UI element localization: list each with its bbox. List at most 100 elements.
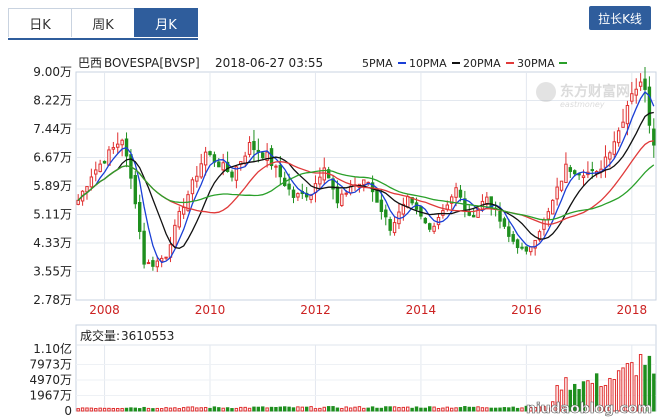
candle <box>423 217 428 225</box>
volume-bar <box>454 407 458 412</box>
candle <box>555 177 559 206</box>
volume-bar <box>304 406 309 412</box>
candle-body <box>225 161 230 172</box>
candle <box>432 222 436 234</box>
volume-bar <box>287 406 291 412</box>
volume-bar <box>577 389 581 412</box>
footer-watermark: niudaoblog.com <box>526 401 652 417</box>
candle <box>208 150 212 157</box>
candle <box>261 151 265 161</box>
volume-bar <box>471 406 476 412</box>
candle-body <box>581 175 586 179</box>
x-tick-label: 2014 <box>406 303 437 317</box>
volume-bar <box>463 406 467 412</box>
candle <box>515 238 520 254</box>
volume-bar <box>362 407 366 412</box>
volume-bar <box>594 373 599 412</box>
candle <box>133 170 138 209</box>
candle-body <box>133 175 138 205</box>
candle-body <box>252 141 256 151</box>
candle <box>256 138 261 163</box>
candle-body <box>265 151 269 161</box>
volume-bar <box>515 407 520 412</box>
volume-bar <box>616 370 621 412</box>
candle-body <box>362 179 366 186</box>
volume-bar <box>133 407 138 412</box>
volume-bar <box>397 407 401 412</box>
y-tick-label: 4.33万 <box>33 236 72 250</box>
candle-body <box>401 203 406 215</box>
header-market: 巴西 <box>78 56 102 70</box>
volume-bar <box>164 407 168 412</box>
volume-colon: : <box>116 329 120 343</box>
candle <box>239 161 243 171</box>
tab-daily-k[interactable]: 日K <box>8 8 72 37</box>
volume-bar <box>225 407 230 412</box>
volume-bar <box>318 407 322 412</box>
candle <box>313 175 318 203</box>
candle-body <box>138 202 142 232</box>
tab-monthly-k[interactable]: 月K <box>134 8 198 37</box>
candle <box>291 186 296 204</box>
candle-body <box>344 192 348 195</box>
candle-body <box>151 260 155 267</box>
header-symbol: BOVESPA[BVSP] <box>104 56 200 70</box>
volume-bar <box>309 406 313 412</box>
candle-body <box>230 171 234 178</box>
tab-weekly-k[interactable]: 周K <box>71 8 135 37</box>
volume-bar <box>555 385 559 412</box>
candle-body <box>388 219 392 231</box>
candle-body <box>630 93 634 102</box>
candle-body <box>89 176 94 188</box>
candle-body <box>335 186 340 204</box>
volume-bar <box>625 363 630 412</box>
candle <box>111 141 116 154</box>
candle-body <box>76 199 80 205</box>
y-tick-label: 9.00万 <box>33 65 72 79</box>
volume-chart-frame <box>75 324 657 412</box>
volume-bar <box>243 406 247 412</box>
candle-body <box>85 186 89 193</box>
candle <box>599 160 603 179</box>
candle-body <box>375 188 379 203</box>
candle-body <box>573 170 577 175</box>
candle <box>502 216 507 229</box>
candle-body <box>428 223 432 230</box>
volume-bar <box>449 407 454 412</box>
volume-bar <box>375 407 379 412</box>
y-tick-label: 8.22万 <box>33 94 72 108</box>
volume-label: 成交量 <box>80 328 116 343</box>
volume-bar <box>423 407 428 412</box>
candle-body <box>621 121 625 128</box>
volume-bar <box>247 407 252 412</box>
candle <box>520 242 524 251</box>
volume-bar <box>217 407 221 412</box>
candle <box>89 168 94 191</box>
volume-bar <box>80 407 85 412</box>
volume-bar <box>265 407 269 412</box>
candle <box>546 207 551 227</box>
volume-value: 3610553 <box>121 329 174 343</box>
candle <box>643 66 647 103</box>
candle-body <box>529 246 533 253</box>
candle-body <box>515 239 520 249</box>
volume-bar <box>256 406 261 412</box>
candle <box>212 151 217 167</box>
volume-bar <box>221 407 225 412</box>
volume-bar <box>612 379 616 412</box>
volume-bar <box>326 406 331 412</box>
candle <box>551 199 555 215</box>
eastmoney-watermark: 东方财富网 eastmoney <box>536 82 630 109</box>
candle-body <box>340 193 344 206</box>
volume-bar <box>559 389 564 412</box>
svg-text:东方财富网: 东方财富网 <box>560 83 630 100</box>
candle <box>265 143 269 168</box>
volume-bar <box>634 375 638 412</box>
candle-body <box>208 151 212 156</box>
candle <box>524 246 529 255</box>
stretch-k-button[interactable]: 拉长K线 <box>589 6 651 30</box>
volume-bar <box>313 408 318 412</box>
candle-body <box>155 260 159 268</box>
candle-body <box>546 211 551 220</box>
candle <box>98 159 102 173</box>
